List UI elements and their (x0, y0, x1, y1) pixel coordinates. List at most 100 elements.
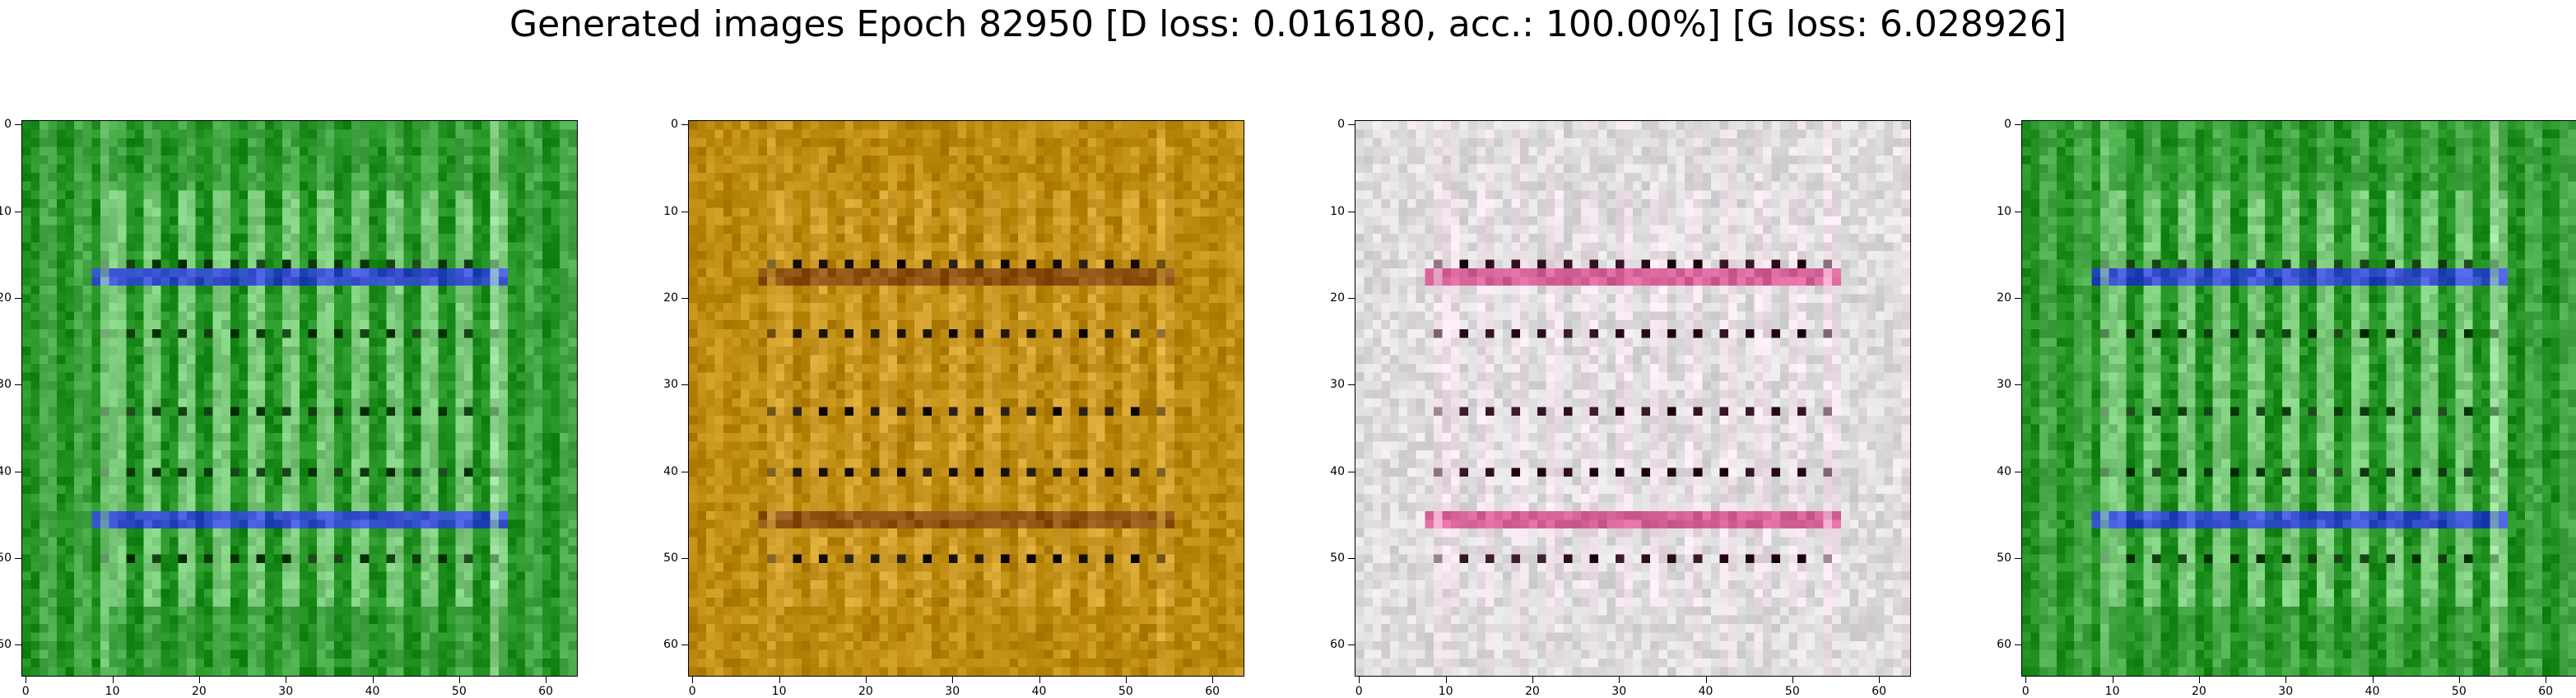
y-tick (2015, 644, 2021, 646)
y-tick-label: 30 (1330, 378, 1345, 392)
x-tick-label: 10 (2104, 685, 2120, 698)
x-tick (1039, 677, 1040, 683)
y-tick-label: 50 (1997, 551, 2011, 565)
y-tick (681, 384, 688, 386)
x-tick (1359, 677, 1360, 683)
y-tick (15, 297, 21, 299)
y-tick-label: 50 (1330, 551, 1345, 565)
generated-image-2: 0 0 10 10 20 20 30 30 40 40 50 50 60 60 (663, 118, 1244, 698)
x-tick (865, 677, 867, 683)
y-tick (15, 557, 21, 559)
x-tick (692, 677, 694, 683)
y-tick-label: 40 (1997, 464, 2011, 478)
x-tick-label: 20 (191, 685, 207, 698)
x-tick-label: 30 (945, 685, 960, 698)
y-tick (2015, 124, 2021, 126)
y-tick-label: 20 (0, 291, 12, 305)
y-tick (1348, 124, 1355, 126)
x-tick-label: 20 (1524, 685, 1540, 698)
y-tick-label: 40 (0, 464, 12, 478)
y-tick-label: 40 (1330, 464, 1345, 478)
x-tick (372, 677, 374, 683)
y-tick-label: 10 (663, 204, 678, 218)
y-tick-label: 60 (0, 638, 12, 652)
y-tick-label: 0 (1337, 118, 1345, 132)
y-tick (2015, 384, 2021, 386)
y-tick (2015, 557, 2021, 559)
image-frame (21, 120, 578, 677)
x-tick (198, 677, 200, 683)
y-tick-label: 0 (4, 118, 12, 132)
x-tick-label: 10 (1438, 685, 1453, 698)
y-tick-label: 10 (1330, 204, 1345, 218)
y-tick (681, 297, 688, 299)
x-tick (2025, 677, 2027, 683)
y-tick-label: 60 (1330, 638, 1345, 652)
y-tick-label: 20 (663, 291, 678, 305)
y-tick-label: 30 (1997, 378, 2011, 392)
y-tick (681, 557, 688, 559)
x-tick-label: 50 (2451, 685, 2467, 698)
x-tick (1445, 677, 1447, 683)
image-frame (688, 120, 1244, 677)
x-tick-label: 60 (1205, 685, 1221, 698)
x-tick-label: 0 (2021, 685, 2030, 698)
x-tick (2285, 677, 2287, 683)
x-tick-label: 40 (1698, 685, 1713, 698)
y-tick-label: 50 (0, 551, 12, 565)
y-tick-label: 20 (1997, 291, 2011, 305)
x-tick (2372, 677, 2374, 683)
y-tick-label: 30 (663, 378, 678, 392)
generated-image-4: 0 0 10 10 20 20 30 30 40 40 50 50 60 60 (1997, 118, 2576, 698)
generated-image-canvas (2022, 121, 2576, 676)
x-tick (1619, 677, 1620, 683)
x-tick-label: 20 (2191, 685, 2206, 698)
generated-image-canvas (22, 121, 577, 676)
x-tick (2198, 677, 2200, 683)
x-tick (2458, 677, 2460, 683)
x-tick-label: 60 (1872, 685, 1887, 698)
x-tick-label: 60 (538, 685, 554, 698)
x-tick-label: 50 (1784, 685, 1800, 698)
generated-image-canvas (689, 121, 1244, 676)
y-tick (681, 644, 688, 646)
y-tick (681, 124, 688, 126)
y-tick-label: 20 (1330, 291, 1345, 305)
y-tick (15, 644, 21, 646)
x-tick-label: 0 (21, 685, 30, 698)
y-tick (2015, 297, 2021, 299)
y-tick (1348, 644, 1355, 646)
y-tick (1348, 557, 1355, 559)
x-tick-label: 50 (1118, 685, 1133, 698)
y-tick-label: 60 (663, 638, 678, 652)
x-tick (779, 677, 780, 683)
x-tick (1125, 677, 1127, 683)
y-tick (15, 384, 21, 386)
y-tick (1348, 297, 1355, 299)
x-tick (952, 677, 954, 683)
x-tick (458, 677, 460, 683)
figure-title: Generated images Epoch 82950 [D loss: 0.… (509, 3, 2067, 45)
x-tick-label: 10 (771, 685, 787, 698)
x-tick-label: 30 (2278, 685, 2294, 698)
generated-image-3: 0 0 10 10 20 20 30 30 40 40 50 50 60 60 (1330, 118, 1911, 698)
x-tick-label: 60 (2538, 685, 2554, 698)
x-tick-label: 50 (451, 685, 467, 698)
y-tick-label: 40 (663, 464, 678, 478)
x-tick (1705, 677, 1707, 683)
y-tick-label: 0 (671, 118, 678, 132)
y-tick-label: 0 (2004, 118, 2011, 132)
y-tick (15, 124, 21, 126)
y-tick-label: 60 (1997, 638, 2011, 652)
generated-image-1: 0 0 10 10 20 20 30 30 40 40 50 50 60 60 (0, 118, 578, 698)
x-tick (1212, 677, 1214, 683)
x-tick-label: 10 (105, 685, 120, 698)
x-tick-label: 30 (278, 685, 294, 698)
x-tick-label: 20 (858, 685, 873, 698)
x-tick-label: 0 (1355, 685, 1363, 698)
x-tick-label: 30 (1611, 685, 1627, 698)
x-tick (1532, 677, 1533, 683)
image-frame (1355, 120, 1911, 677)
x-tick (1879, 677, 1881, 683)
image-frame (2021, 120, 2576, 677)
